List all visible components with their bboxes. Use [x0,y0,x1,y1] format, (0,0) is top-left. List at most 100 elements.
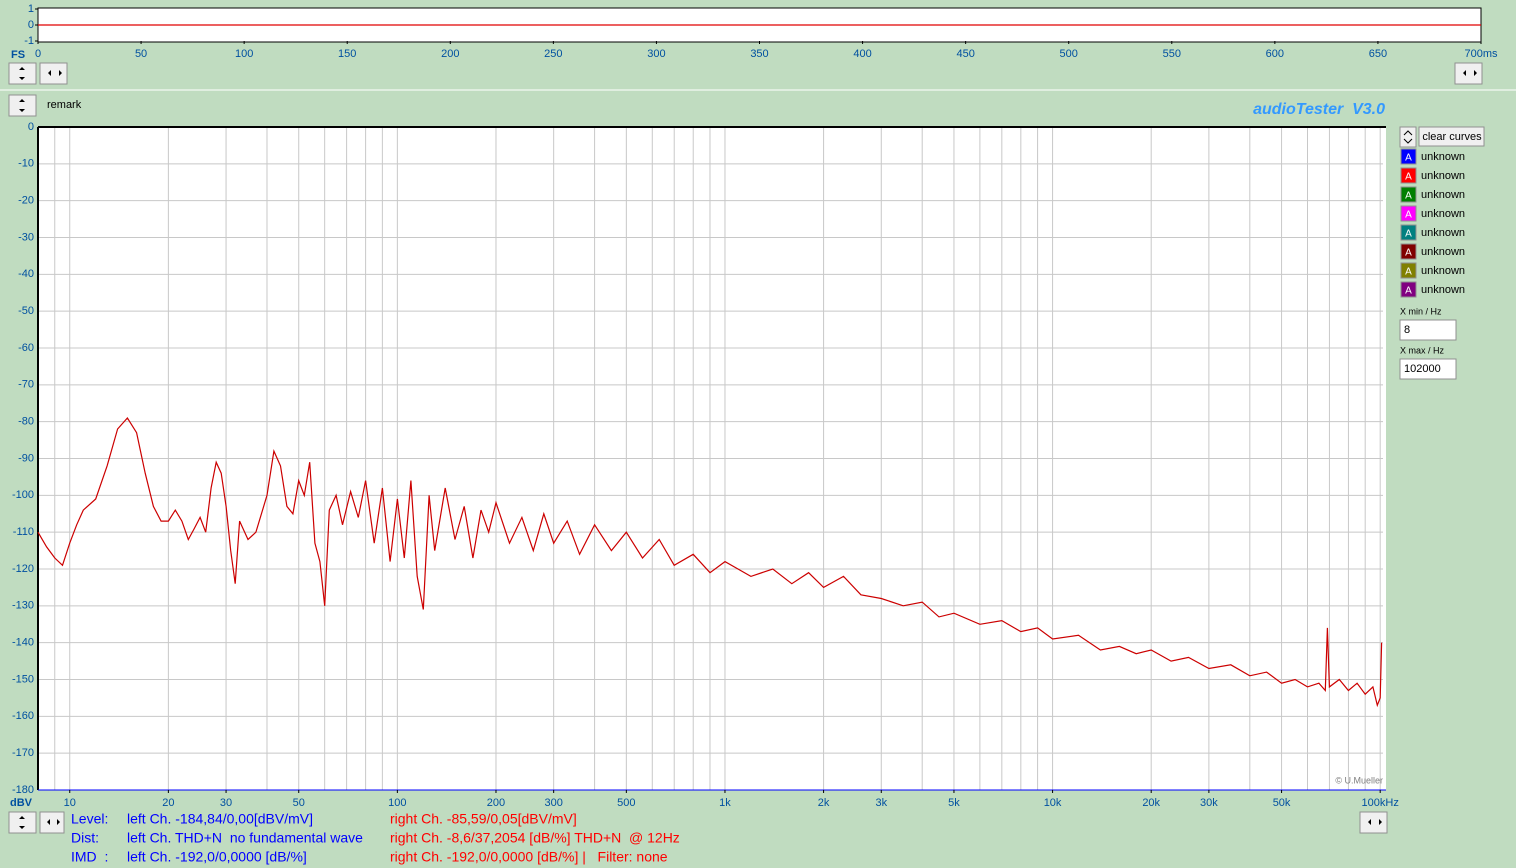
status-left: left Ch. THD+N no fundamental wave [127,830,363,846]
x-tick-label: 20k [1142,797,1160,809]
curve-label: unknown [1421,265,1465,277]
x-tick-label: 350 [750,48,768,60]
curve-icon-letter: A [1405,153,1412,164]
y-tick-label: -90 [18,452,34,464]
y-tick-label: -20 [18,195,34,207]
scroll-top-left[interactable] [39,62,68,85]
x-tick-label: 450 [956,48,974,60]
curve-icon-letter: A [1405,172,1412,183]
y-unit: dBV [10,797,33,809]
x-tick-label: 300 [647,48,665,60]
y-tick-label: 0 [28,19,34,31]
curve-label: unknown [1421,151,1465,163]
curve-icon[interactable] [1400,243,1417,260]
curve-icon[interactable] [1400,281,1417,298]
xmax-input[interactable] [1399,358,1457,380]
y-tick-label: -150 [12,673,34,685]
x-tick-label: 10 [64,797,76,809]
remark: remark [47,99,82,111]
status-right: right Ch. -8,6/37,2054 [dB/%] THD+N @ 12… [390,830,680,846]
y-tick-label: -50 [18,305,34,317]
x-tick-label: 50 [293,797,305,809]
x-tick-label: 200 [441,48,459,60]
x-tick-label: 500 [617,797,635,809]
x-tick-label: 100 [235,48,253,60]
clear-curves[interactable]: clear curves [1418,126,1485,147]
curve-label: unknown [1421,170,1465,182]
x-tick-label: 1k [719,797,731,809]
xmin-input[interactable] [1399,319,1457,341]
y-tick-label: -100 [12,489,34,501]
y-tick-label: -170 [12,747,34,759]
curve-label: unknown [1421,227,1465,239]
curve-icon-letter: A [1405,267,1412,278]
y-tick-label: -110 [13,526,34,538]
x-tick-label: 30k [1200,797,1218,809]
xmin-label: X min / Hz [1400,306,1442,316]
x-tick-label: 100 [388,797,406,809]
x-tick-label: 5k [948,797,960,809]
x-tick-label: 700ms [1464,48,1498,60]
brand: audioTester V3.0 [1253,101,1385,118]
spin-top[interactable] [8,62,37,85]
xmax-value[interactable]: 102000 [1404,363,1441,375]
y-tick-label: -1 [24,35,34,47]
x-tick-label: 3k [875,797,887,809]
scroll-bottom-right[interactable] [1359,811,1388,834]
scroll-top-right[interactable] [1454,62,1483,85]
curve-icon-letter: A [1405,248,1412,259]
y-tick-label: 0 [28,121,34,133]
curve-icon-letter: A [1405,191,1412,202]
y-tick-label: -160 [12,710,34,722]
scroll-bottom-left[interactable] [39,811,65,834]
curve-icon[interactable] [1400,148,1417,165]
curve-label: unknown [1421,246,1465,258]
x-tick-label: 20 [162,797,174,809]
curve-label: unknown [1421,208,1465,220]
xmax-label: X max / Hz [1400,345,1445,355]
y-tick-label: 1 [28,3,34,15]
curve-label: unknown [1421,284,1465,296]
x-tick-label: 150 [338,48,356,60]
y-tick-label: -140 [12,637,34,649]
x-tick-label: 250 [544,48,562,60]
status-label: Dist: [71,830,99,846]
spin-curves[interactable] [1399,126,1417,148]
xmin-value[interactable]: 8 [1404,324,1410,336]
y-tick-label: -70 [18,379,34,391]
x-tick-label: 50 [135,48,147,60]
y-tick-label: -60 [18,342,34,354]
curve-icon[interactable] [1400,224,1417,241]
x-tick-label: 50k [1273,797,1291,809]
curve-icon[interactable] [1400,205,1417,222]
status-left: left Ch. -192,0/0,0000 [dB/%] [127,849,307,865]
curve-icon[interactable] [1400,186,1417,203]
x-tick-label: 30 [220,797,232,809]
waveform-axis-label: FS [11,49,25,61]
status-label: IMD : [71,849,108,865]
curve-icon[interactable] [1400,262,1417,279]
curve-icon-letter: A [1405,210,1412,221]
y-tick-label: -30 [18,231,34,243]
curve-label: unknown [1421,189,1465,201]
status-right: right Ch. -85,59/0,05[dBV/mV] [390,811,577,827]
curve-icon[interactable] [1400,167,1417,184]
y-tick-label: -180 [12,784,34,796]
x-tick-label: 300 [544,797,562,809]
spin-bottom[interactable] [8,811,37,834]
y-tick-label: -40 [18,268,34,280]
x-tick-label: 600 [1266,48,1284,60]
status-label: Level: [71,811,108,827]
x-tick-label: 100kHz [1362,797,1399,809]
status-left: left Ch. -184,84/0,00[dBV/mV] [127,811,313,827]
clear-curves-label[interactable]: clear curves [1422,131,1482,143]
status-right: right Ch. -192,0/0,0000 [dB/%] | Filter:… [390,849,668,865]
x-tick-label: 0 [35,48,41,60]
x-tick-label: 200 [487,797,505,809]
y-tick-label: -80 [18,416,34,428]
y-tick-label: -120 [12,563,34,575]
x-tick-label: 650 [1369,48,1387,60]
spin-remark[interactable] [8,94,37,117]
